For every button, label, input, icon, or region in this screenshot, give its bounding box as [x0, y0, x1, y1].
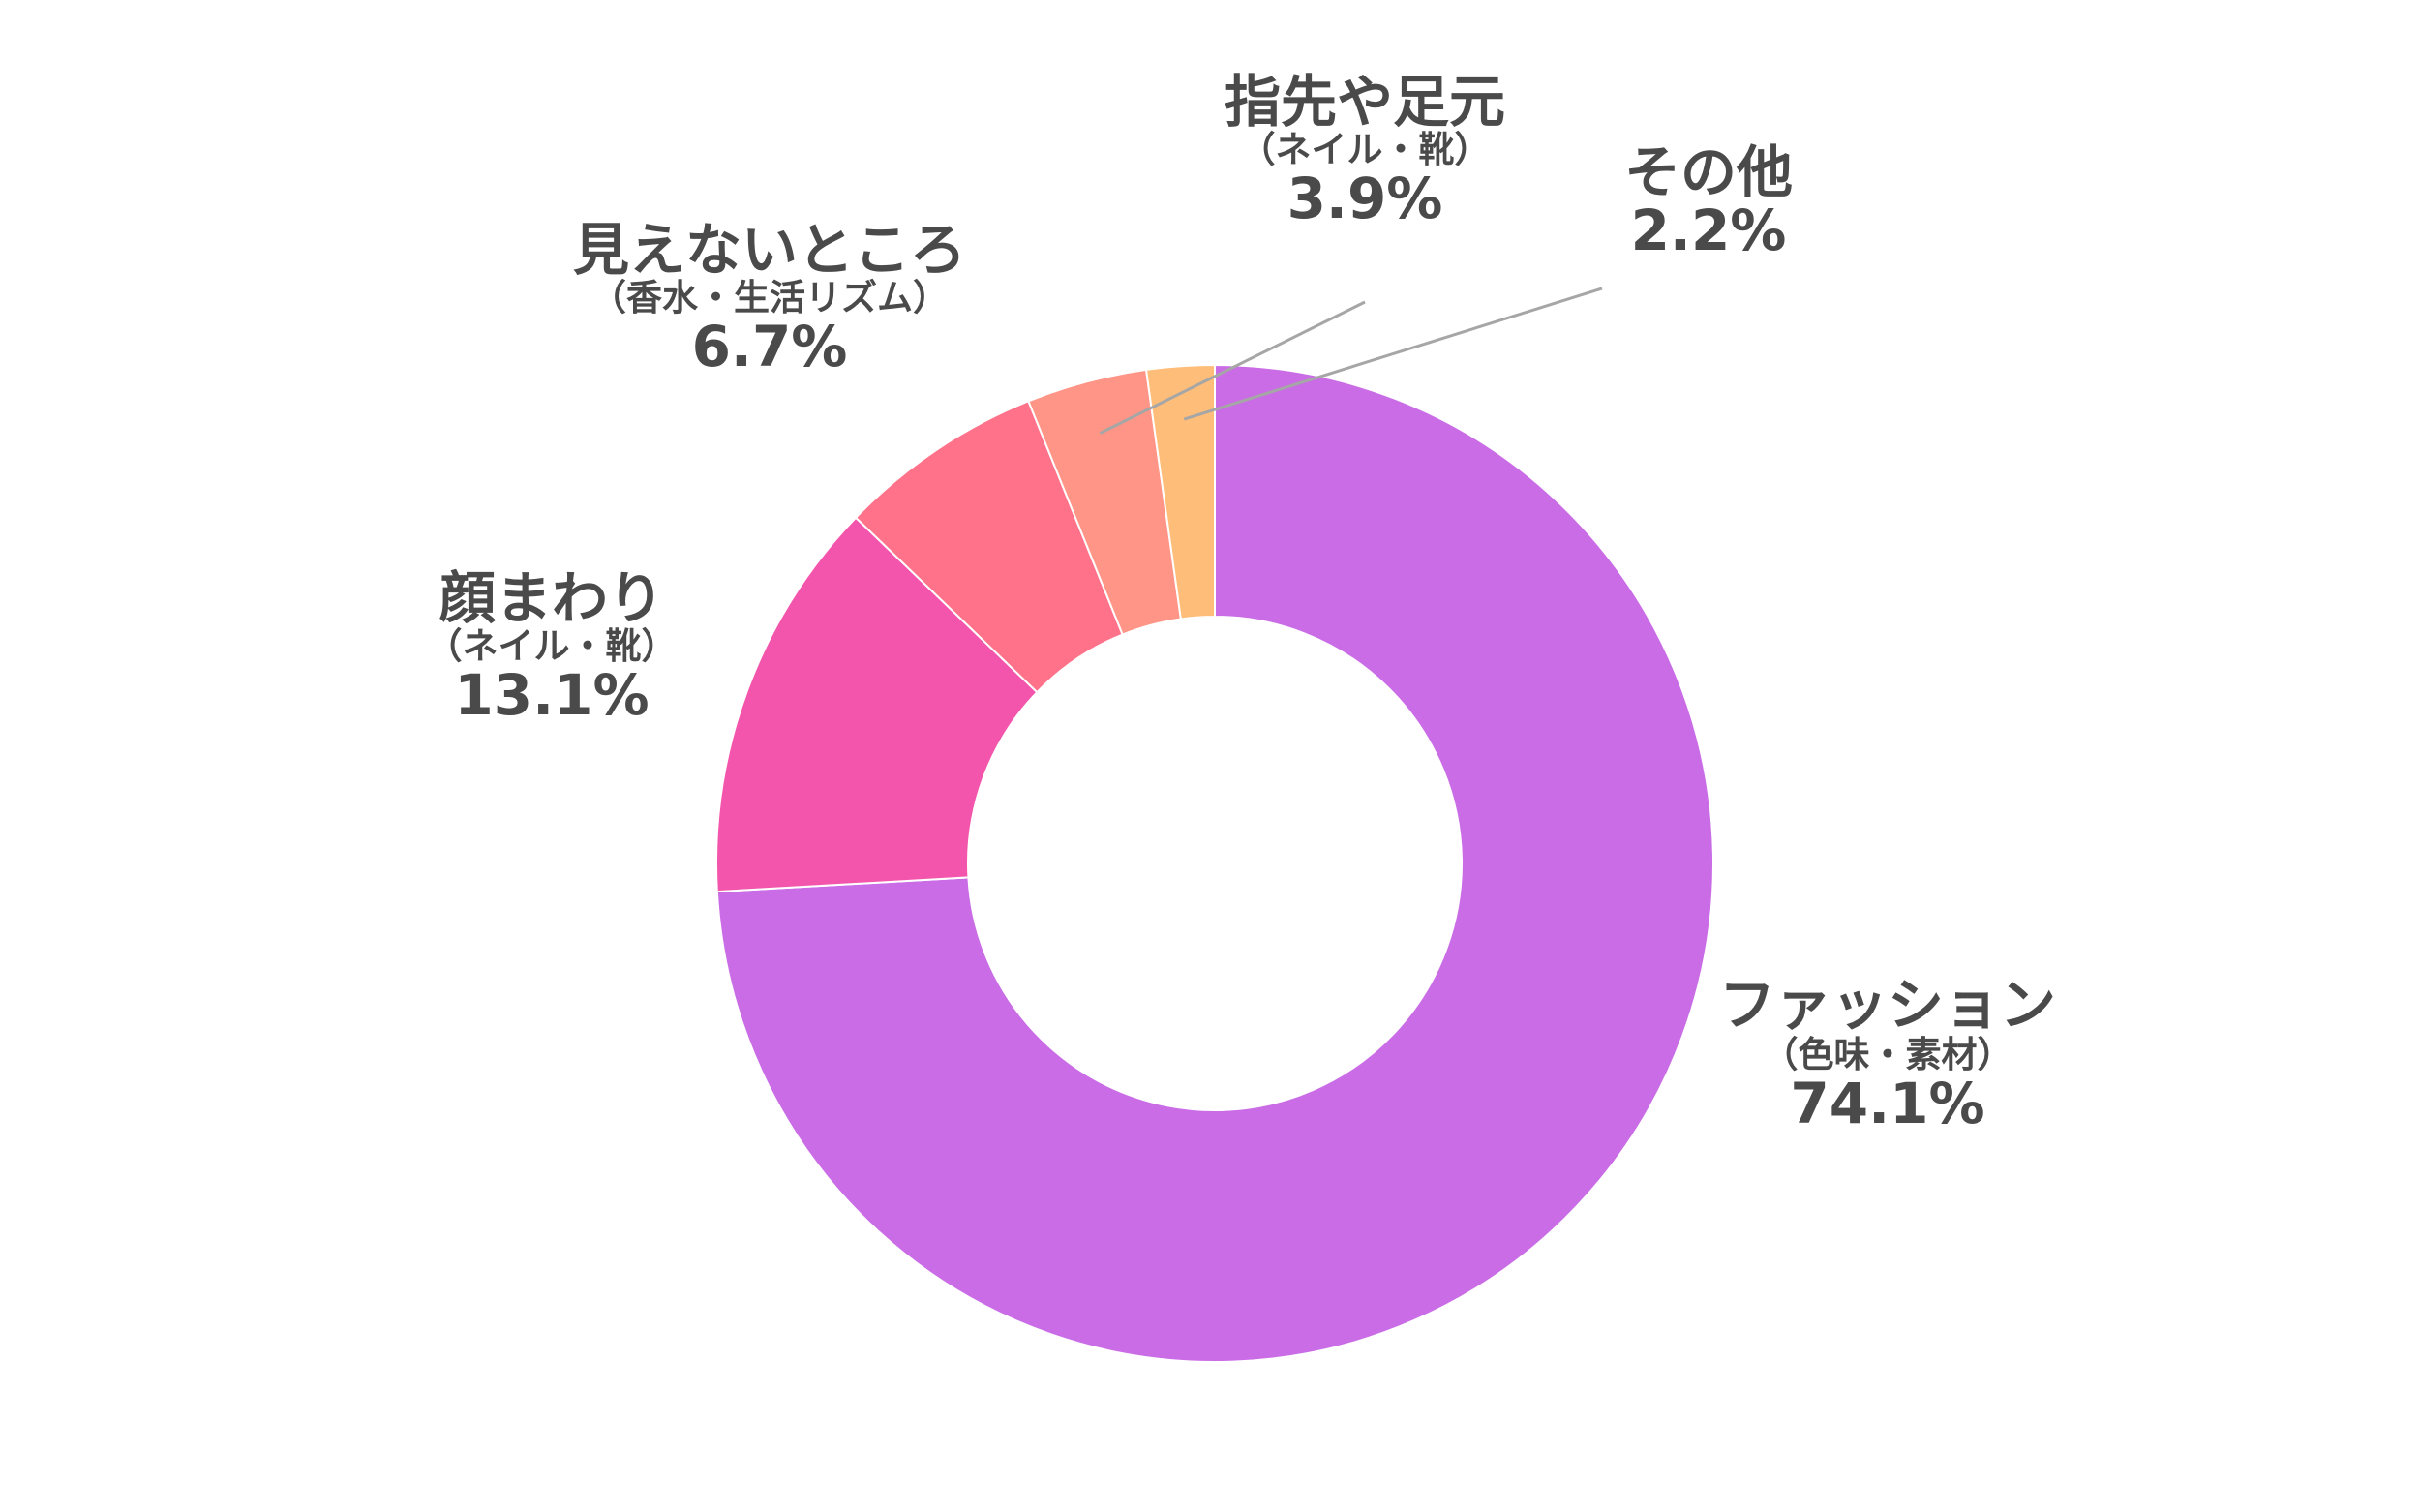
leader-line [1183, 287, 1603, 421]
slice-label-value: 6.7% [692, 314, 848, 379]
slice-label-name: 見えないところ [573, 217, 966, 283]
slice-label-name: 指先や足元 [1225, 69, 1505, 135]
slice-label-value: 13.1% [454, 662, 649, 728]
slice-label-name: ファッション [1719, 972, 2056, 1038]
donut-slice [715, 363, 1714, 1363]
donut-slice [715, 516, 1039, 893]
slice-label-sub: （色味・素材） [1763, 1034, 2013, 1075]
slice-label-name: 顔まわり [439, 565, 664, 631]
slice-label-name: その他 [1624, 139, 1793, 205]
donut-slice [1144, 363, 1216, 620]
slice-label-sub: （ネイル・靴） [1240, 129, 1491, 170]
slice-label-sub: （香水・生活リズム） [590, 277, 949, 318]
slice-label-value: 74.1% [1790, 1071, 1984, 1136]
slice-label-value: 3.9% [1287, 166, 1443, 231]
leader-line [1099, 300, 1366, 435]
slice-label-sub: （ネイル・靴） [427, 625, 678, 667]
donut-slices [715, 363, 1714, 1363]
slice-label-value: 2.2% [1631, 197, 1787, 263]
leader-lines [1099, 287, 1603, 435]
slice-labels: ファッション（色味・素材）74.1%顔まわり（ネイル・靴）13.1%見えないとこ… [427, 69, 2057, 1136]
